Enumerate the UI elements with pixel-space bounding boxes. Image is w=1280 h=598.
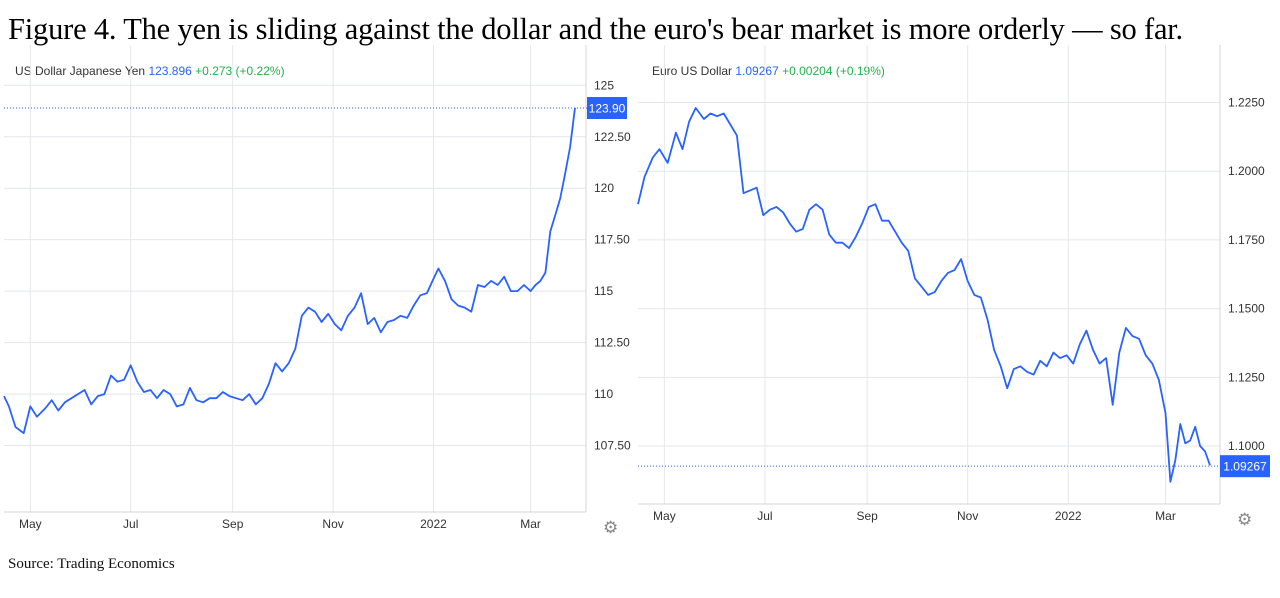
y-tick-label: 115	[594, 284, 613, 298]
usdjpy-plot: 125 122.50 120 117.50 115 112.50 110 107.50 May J…	[3, 45, 631, 531]
y-tick-label: 117.50	[594, 233, 630, 247]
x-tick-label: Mar	[1155, 509, 1176, 523]
chart-symbol: Euro US Dollar	[652, 64, 733, 78]
price-tag-label: 1.09267	[1223, 460, 1267, 474]
y-tick-label: 1.1750	[1228, 233, 1265, 247]
chart-header: Euro US Dollar 1.09267 +0.00204 (+0.19%)	[652, 64, 885, 78]
y-tick-label: 120	[594, 181, 614, 195]
chart-header: US Dollar Japanese Yen 123.896 +0.273 (+…	[15, 64, 285, 78]
y-tick-label: 107.50	[594, 439, 631, 453]
x-tick-label: Nov	[322, 517, 343, 531]
y-tick-label: 1.2000	[1228, 164, 1265, 178]
x-tick-label: Sep	[856, 509, 878, 523]
usdjpy-chart: US Dollar Japanese Yen 123.896 +0.273 (+…	[0, 45, 631, 544]
settings-gear-icon[interactable]: ⚙	[1237, 510, 1253, 529]
price-tag-box	[587, 97, 627, 120]
price-tag-label: 123.90	[589, 102, 626, 116]
chart-change: +0.00204 (+0.19%)	[782, 64, 885, 78]
x-tick-label: 2022	[420, 517, 447, 531]
x-tick-label: Nov	[957, 509, 978, 523]
y-tick-label: 1.1250	[1228, 370, 1265, 384]
settings-gear-icon[interactable]: ⚙	[603, 518, 619, 537]
chart-change: +0.273 (+0.22%)	[195, 64, 285, 78]
x-tick-label: May	[653, 509, 676, 523]
price-tag-box	[1220, 455, 1270, 478]
y-tick-label: 122.50	[594, 130, 631, 144]
x-tick-label: Mar	[520, 517, 541, 531]
x-tick-label: 2022	[1055, 509, 1082, 523]
x-tick-label: Jul	[757, 509, 772, 523]
y-tick-label: 110	[594, 387, 613, 401]
y-tick-label: 125	[594, 78, 614, 92]
y-tick-label: 1.2250	[1228, 95, 1265, 109]
chart-price: 123.896	[148, 64, 192, 78]
figure-title: Figure 4. The yen is sliding against the…	[8, 12, 1183, 46]
eurusd-plot: 1.2250 1.2000 1.1750 1.1500 1.1250 1.1000 May J…	[637, 45, 1270, 523]
chart-symbol: US Dollar Japanese Yen	[15, 64, 146, 78]
x-tick-label: Sep	[222, 517, 244, 531]
price-series-line	[637, 107, 1211, 483]
chart-price: 1.09267	[735, 64, 779, 78]
y-tick-label: 112.50	[594, 336, 630, 350]
y-tick-label: 1.1000	[1228, 439, 1265, 453]
price-series-line	[3, 107, 576, 435]
eurusd-chart: Euro US Dollar 1.09267 +0.00204 (+0.19%)…	[634, 45, 1280, 544]
x-tick-label: May	[19, 517, 42, 531]
x-tick-label: Jul	[123, 517, 138, 531]
source-note: Source: Trading Economics	[8, 556, 175, 572]
y-tick-label: 1.1500	[1228, 302, 1265, 316]
